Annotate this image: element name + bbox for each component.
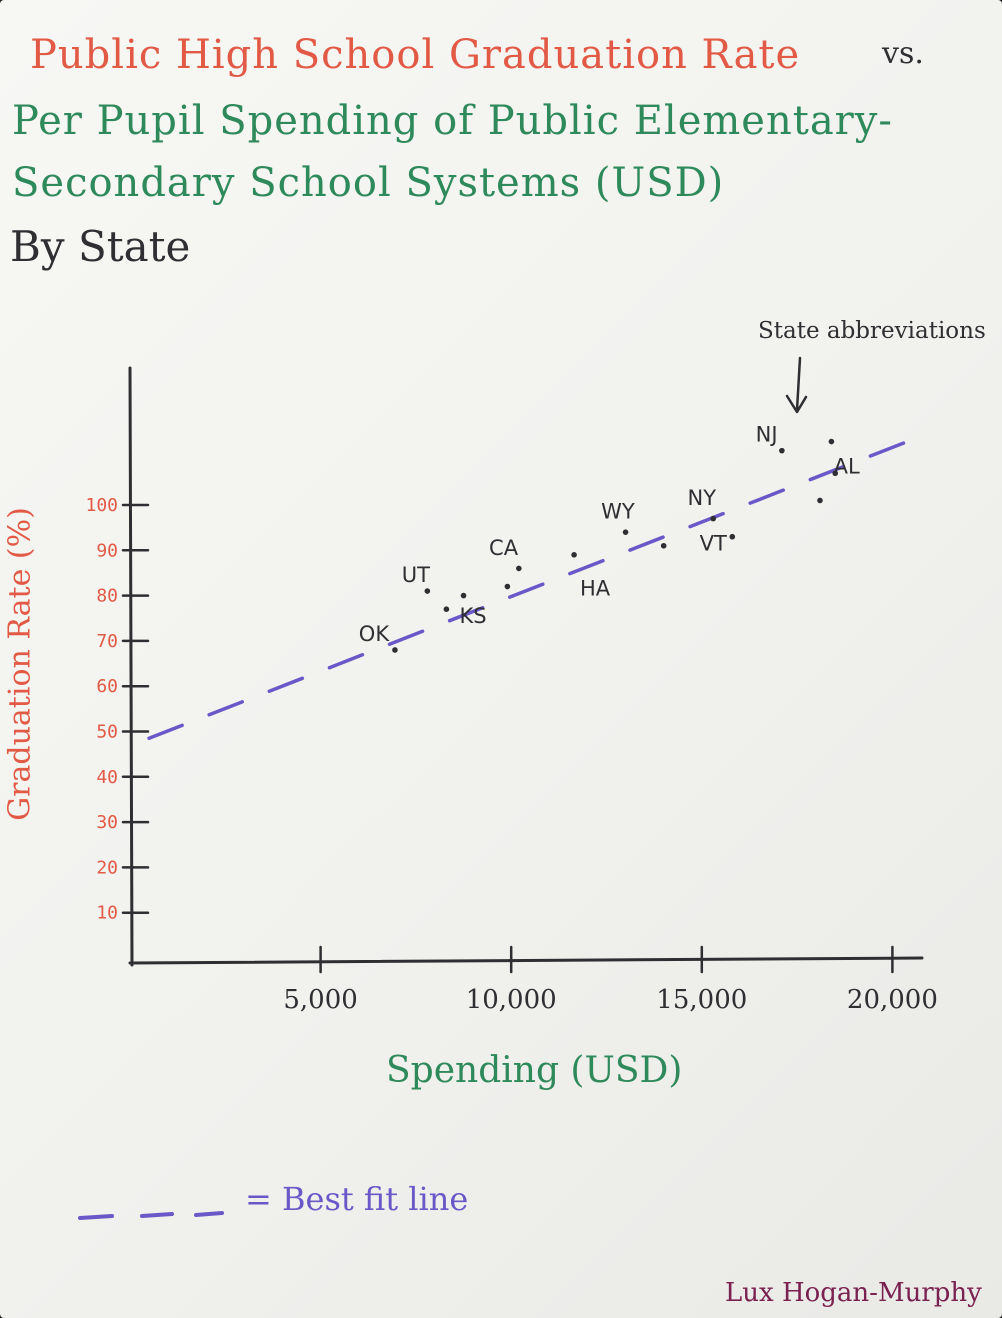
annotation-arrow-head <box>785 394 808 414</box>
best-fit-line-segment <box>868 441 906 458</box>
x-tick-label: 10,000 <box>466 985 557 1015</box>
title-line-4: By State <box>10 222 191 271</box>
data-point <box>817 497 823 504</box>
best-fit-line-segment <box>387 629 425 646</box>
x-axis-line <box>128 956 924 965</box>
state-label-vt: VT <box>700 531 727 555</box>
title-vs: vs. <box>882 36 924 71</box>
data-point <box>571 552 577 558</box>
axes <box>128 356 924 967</box>
data-point <box>443 606 450 612</box>
legend-label: = Best fit line <box>245 1180 469 1218</box>
best-fit-line-segment <box>628 535 665 552</box>
y-tick-label: 30 <box>96 812 118 833</box>
title-line-2: Per Pupil Spending of Public Elementary- <box>12 98 893 144</box>
x-tick-label: 20,000 <box>847 985 938 1015</box>
state-label-ks: KS <box>460 604 487 628</box>
best-fit-line-segment <box>568 558 605 576</box>
state-label-wy: WY <box>601 500 635 524</box>
y-axis-line <box>128 366 134 967</box>
y-tick-label: 10 <box>96 903 118 924</box>
x-axis-label: Spending (USD) <box>386 1050 683 1091</box>
annotation-arrow-shaft <box>795 356 802 412</box>
legend-dash-1 <box>78 1214 114 1220</box>
data-point <box>710 515 717 522</box>
state-label-ca: CA <box>489 536 519 560</box>
best-fit-line-segment <box>267 676 305 694</box>
title-line-1: Public High School Graduation Rate <box>30 32 801 78</box>
y-tick-label: 100 <box>85 495 118 516</box>
legend-dash-2 <box>140 1212 174 1218</box>
best-fit-line-segment <box>147 723 184 741</box>
data-point <box>392 647 398 653</box>
y-tick-label: 40 <box>96 767 118 788</box>
best-fit-line-segment <box>507 582 545 599</box>
y-tick-label: 70 <box>96 631 118 652</box>
y-tick-label: 80 <box>96 586 118 607</box>
title-line-3: Secondary School Systems (USD) <box>12 160 725 206</box>
state-label-ny: NY <box>688 486 717 510</box>
data-point <box>460 592 467 599</box>
y-tick-label: 90 <box>96 540 118 561</box>
state-label-nj: NJ <box>756 423 778 447</box>
data-point <box>729 533 736 540</box>
state-label-al: AL <box>834 454 860 478</box>
x-tick-label: 5,000 <box>283 985 357 1015</box>
data-point <box>424 588 431 594</box>
data-point <box>504 583 511 590</box>
state-abbreviations-annotation: State abbreviations <box>758 318 986 344</box>
best-fit-line-segment <box>688 511 725 529</box>
data-point <box>832 470 839 477</box>
best-fit-line-segment <box>207 700 244 717</box>
y-tick-label: 60 <box>96 676 118 697</box>
y-tick-label: 20 <box>96 857 118 878</box>
data-point <box>660 542 667 549</box>
state-label-ok: OK <box>359 622 391 646</box>
best-fit-line-segment <box>327 653 365 670</box>
legend-dash-3 <box>194 1211 224 1217</box>
state-label-ut: UT <box>402 563 430 587</box>
data-point <box>622 529 629 535</box>
best-fit-line-segment <box>808 464 846 482</box>
data-point <box>779 447 785 454</box>
best-fit-line-segment <box>748 488 785 505</box>
data-point <box>516 565 522 572</box>
data-point <box>828 438 835 445</box>
x-tick-label: 15,000 <box>656 985 747 1015</box>
best-fit-line-segment <box>447 606 485 623</box>
author-signature: Lux Hogan-Murphy <box>725 1278 982 1308</box>
y-tick-label: 50 <box>96 722 118 743</box>
state-label-ha: HA <box>580 577 611 601</box>
y-axis-label: Graduation Rate (%) <box>2 507 38 821</box>
